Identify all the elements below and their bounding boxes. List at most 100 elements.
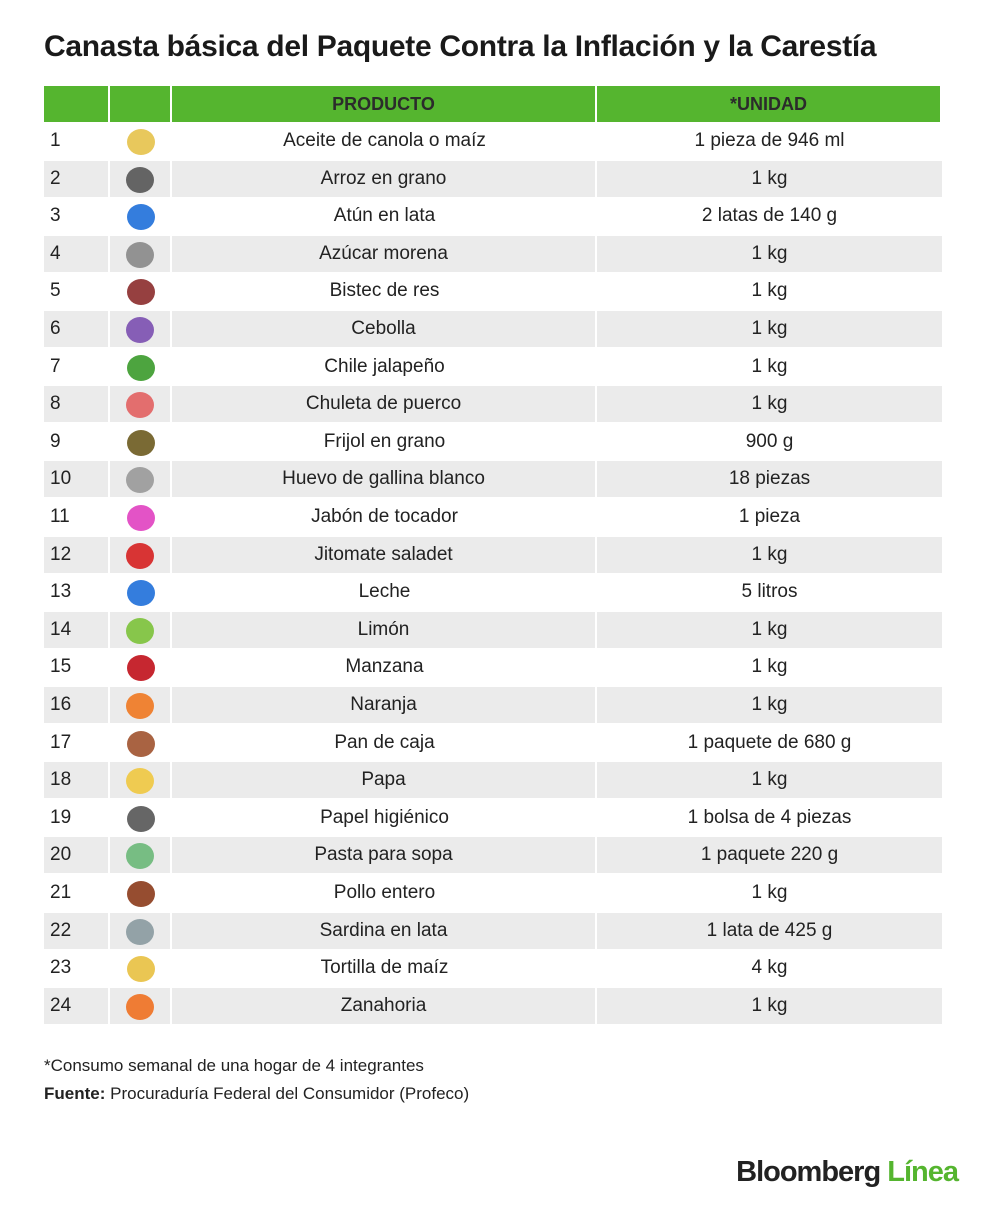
row-number: 4	[44, 235, 110, 272]
table-row: 13 Leche 5 litros	[44, 574, 942, 610]
table-row: 5 Bistec de res 1 kg	[44, 273, 942, 309]
icon-cell	[110, 800, 172, 836]
icon	[126, 693, 154, 719]
header-row: PRODUCTO *UNIDAD	[44, 86, 942, 122]
source: Fuente: Procuraduría Federal del Consumi…	[44, 1084, 469, 1104]
icon-cell	[110, 950, 172, 986]
row-number: 20	[44, 837, 110, 874]
icon	[126, 617, 154, 644]
product: Pollo entero	[333, 882, 436, 903]
unit: 1 paquete de 680 g	[687, 731, 852, 753]
row-number: 8	[44, 386, 110, 423]
header-cell: *UNIDAD	[597, 86, 942, 122]
unit: 2 latas de 140 g	[701, 205, 838, 227]
icon	[127, 505, 155, 531]
unit: 1 kg	[751, 280, 788, 302]
icon-cell	[110, 536, 172, 573]
icon	[127, 881, 155, 907]
row-number: 23	[50, 957, 72, 979]
icon	[126, 392, 154, 419]
product: Pasta para sopa	[172, 837, 597, 874]
icon	[127, 204, 155, 231]
row-number: 1	[50, 130, 61, 151]
icon-cell	[110, 762, 172, 799]
icon	[127, 129, 155, 155]
table-row: 1 Aceite de canola o maíz 1 pieza de 946 m…	[44, 123, 942, 159]
product: Huevo de gallina blanco	[172, 461, 597, 498]
row-number: 5	[50, 280, 61, 302]
icon	[127, 730, 155, 757]
row-number: 14	[44, 611, 110, 648]
icon-cell	[110, 687, 172, 723]
unit: 1 kg	[597, 687, 942, 723]
unit: 1 kg	[597, 160, 942, 197]
product: Tortilla de maíz	[320, 957, 449, 979]
source-label: Fuente:	[44, 1084, 106, 1103]
icon	[126, 317, 154, 343]
icon	[127, 956, 155, 983]
icon	[127, 279, 155, 306]
product: Atún en lata	[333, 205, 436, 227]
product: Zanahoria	[172, 987, 597, 1024]
icon-cell	[110, 875, 172, 911]
icon-cell	[110, 649, 172, 685]
icon-cell	[110, 311, 172, 347]
header-cell	[110, 86, 172, 122]
row-number: 10	[44, 461, 110, 498]
unit: 1 kg	[597, 611, 942, 648]
unit: 1 paquete 220 g	[597, 837, 942, 874]
icon-cell	[110, 273, 172, 309]
icon-cell	[110, 160, 172, 197]
product: Aceite de canola o maíz	[283, 130, 486, 151]
table-row: 11 Jabón de tocador 1 pieza	[44, 499, 942, 535]
icon	[126, 843, 154, 870]
product: Chile jalapeño	[324, 355, 445, 377]
icon	[127, 580, 155, 607]
row-number: 6	[44, 311, 110, 347]
product: Limón	[172, 611, 597, 648]
product: Papa	[172, 762, 597, 799]
table-row: 21 Pollo entero 1 kg	[44, 875, 942, 911]
icon	[126, 918, 154, 945]
product: Bistec de res	[329, 280, 440, 302]
footnote: *Consumo semanal de una hogar de 4 integ…	[44, 1056, 424, 1075]
table-row: 7 Chile jalapeño 1 kg	[44, 349, 942, 385]
logo-suffix: Línea	[887, 1156, 959, 1188]
row-number: 11	[50, 506, 70, 527]
unit: 1 kg	[597, 386, 942, 423]
icon-cell	[110, 499, 172, 535]
row-number: 12	[44, 536, 110, 573]
product: Cebolla	[172, 311, 597, 347]
unit: 1 kg	[597, 762, 942, 799]
row-number: 16	[44, 687, 110, 723]
icon	[127, 805, 155, 832]
unit: 1 kg	[597, 311, 942, 347]
table-row: 16 Naranja 1 kg	[44, 687, 942, 723]
table-row: 14 Limón 1 kg	[44, 611, 942, 648]
icon-cell	[110, 123, 172, 159]
icon-cell	[110, 574, 172, 610]
icon-cell	[110, 198, 172, 234]
table-row: 24 Zanahoria 1 kg	[44, 987, 942, 1024]
table-row: 22 Sardina en lata 1 lata de 425 g	[44, 912, 942, 949]
product: Jitomate saladet	[172, 536, 597, 573]
logo: Bloomberg Línea	[736, 1156, 959, 1189]
table-row: 4 Azúcar morena 1 kg	[44, 235, 942, 272]
product: Papel higiénico	[320, 806, 449, 828]
logo-brand: Bloomberg	[736, 1156, 881, 1188]
table-row: 12 Jitomate saladet 1 kg	[44, 536, 942, 573]
product: Frijol en grano	[323, 430, 446, 452]
row-number: 3	[50, 205, 61, 227]
icon	[126, 241, 154, 268]
row-number: 21	[50, 882, 72, 903]
icon-cell	[110, 349, 172, 385]
icon	[126, 467, 154, 494]
product: Sardina en lata	[172, 912, 597, 949]
table-row: 17 Pan de caja 1 paquete de 680 g	[44, 725, 942, 761]
row-number: 24	[44, 987, 110, 1024]
row-number: 19	[50, 806, 72, 828]
table-row: 19 Papel higiénico 1 bolsa de 4 piezas	[44, 800, 942, 836]
table-row: 9 Frijol en grano 900 g	[44, 424, 942, 460]
source-text: Procuraduría Federal del Consumidor (Pro…	[110, 1084, 470, 1103]
row-number: 17	[50, 731, 72, 753]
